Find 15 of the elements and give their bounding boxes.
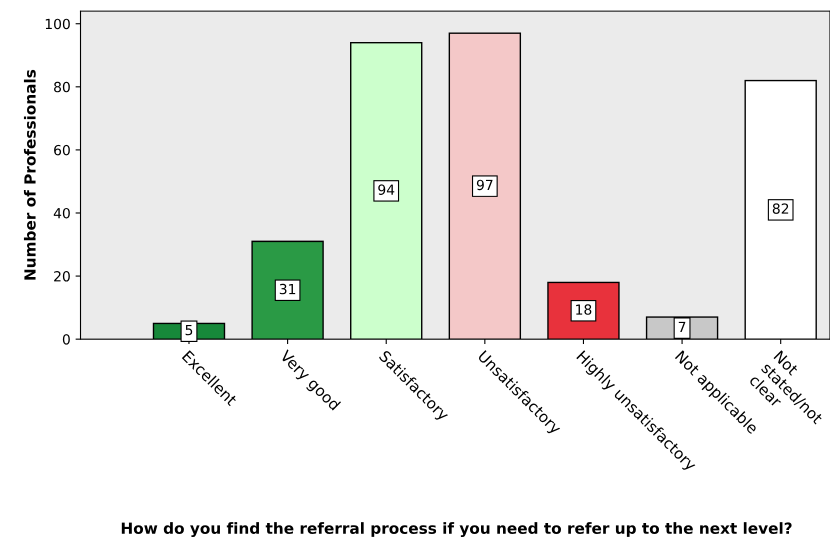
data-label: 7 bbox=[678, 322, 686, 332]
data-label: 5 bbox=[186, 324, 192, 336]
y-tick-label: 80 bbox=[54, 82, 70, 92]
data-label: 94 bbox=[378, 184, 394, 195]
y-tick-label: 40 bbox=[54, 208, 70, 218]
x-axis-title: How do you find the referral process if you need to refer up to the next level? bbox=[122, 522, 792, 538]
data-label: 82 bbox=[772, 203, 788, 214]
y-tick-label: 60 bbox=[54, 144, 70, 156]
y-tick-label: 100 bbox=[46, 18, 70, 30]
data-label: 18 bbox=[576, 304, 592, 315]
data-label: 97 bbox=[476, 180, 492, 190]
y-tick-label: 20 bbox=[54, 271, 70, 282]
data-label: 31 bbox=[280, 284, 296, 294]
y-tick-label: 0 bbox=[62, 334, 70, 345]
y-axis-title: Number of Professionals bbox=[24, 70, 36, 280]
